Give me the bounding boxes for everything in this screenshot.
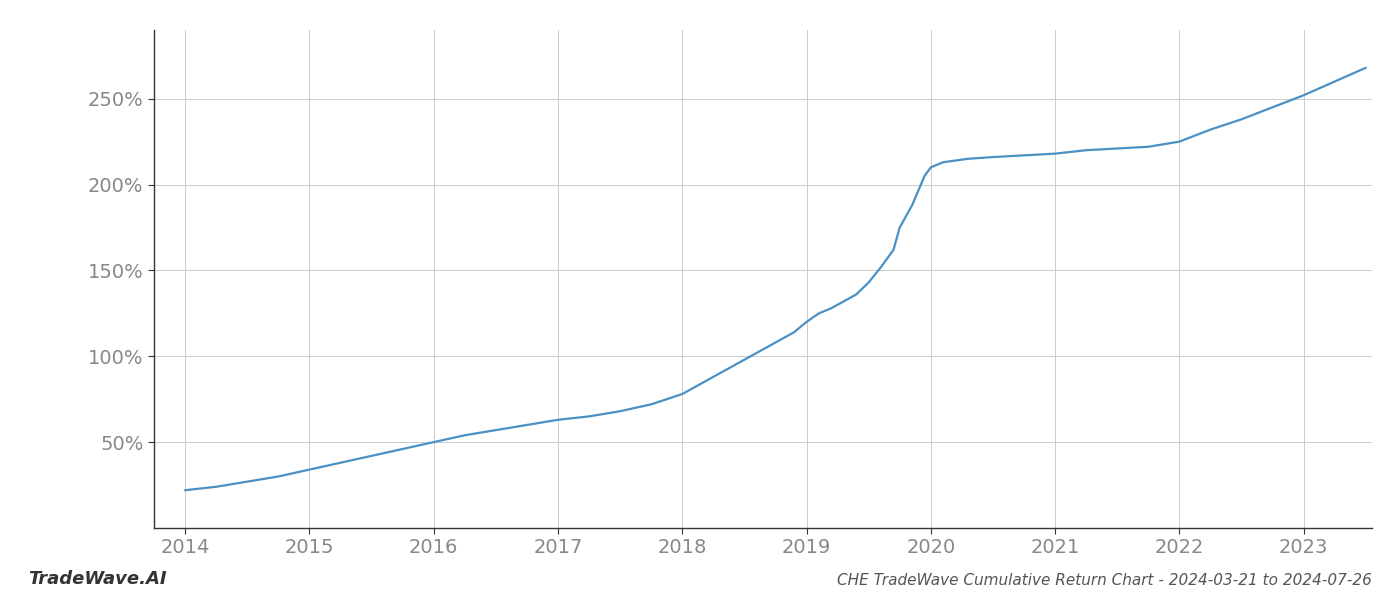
Text: TradeWave.AI: TradeWave.AI	[28, 570, 167, 588]
Text: CHE TradeWave Cumulative Return Chart - 2024-03-21 to 2024-07-26: CHE TradeWave Cumulative Return Chart - …	[837, 573, 1372, 588]
